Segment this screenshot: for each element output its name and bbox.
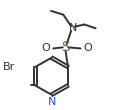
- Text: N: N: [68, 23, 76, 33]
- Text: N: N: [47, 97, 55, 107]
- Text: O: O: [41, 43, 50, 53]
- Text: O: O: [83, 43, 91, 53]
- Text: Br: Br: [2, 62, 15, 72]
- Text: S: S: [61, 40, 69, 54]
